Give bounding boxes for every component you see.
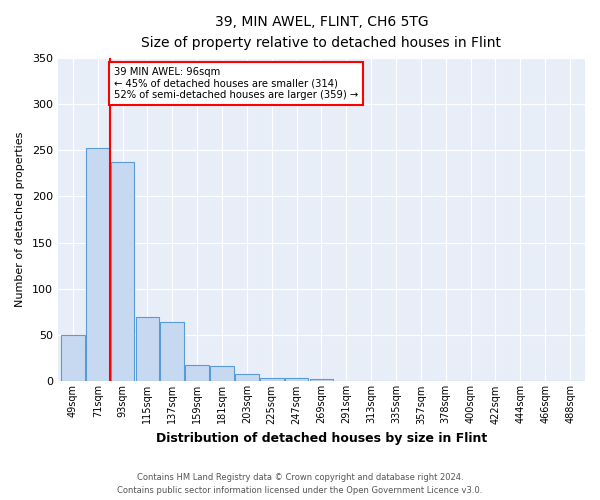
Bar bbox=[136, 316, 159, 382]
Bar bbox=[210, 366, 234, 382]
Bar bbox=[185, 364, 209, 382]
Bar bbox=[86, 148, 110, 382]
Title: 39, MIN AWEL, FLINT, CH6 5TG
Size of property relative to detached houses in Fli: 39, MIN AWEL, FLINT, CH6 5TG Size of pro… bbox=[142, 15, 502, 50]
Bar bbox=[160, 322, 184, 382]
Text: Contains HM Land Registry data © Crown copyright and database right 2024.
Contai: Contains HM Land Registry data © Crown c… bbox=[118, 474, 482, 495]
Bar bbox=[260, 378, 284, 382]
Y-axis label: Number of detached properties: Number of detached properties bbox=[15, 132, 25, 307]
Bar bbox=[61, 335, 85, 382]
X-axis label: Distribution of detached houses by size in Flint: Distribution of detached houses by size … bbox=[156, 432, 487, 445]
Bar bbox=[310, 378, 333, 382]
Bar bbox=[111, 162, 134, 382]
Bar bbox=[285, 378, 308, 382]
Bar bbox=[235, 374, 259, 382]
Text: 39 MIN AWEL: 96sqm
← 45% of detached houses are smaller (314)
52% of semi-detach: 39 MIN AWEL: 96sqm ← 45% of detached hou… bbox=[114, 67, 358, 100]
